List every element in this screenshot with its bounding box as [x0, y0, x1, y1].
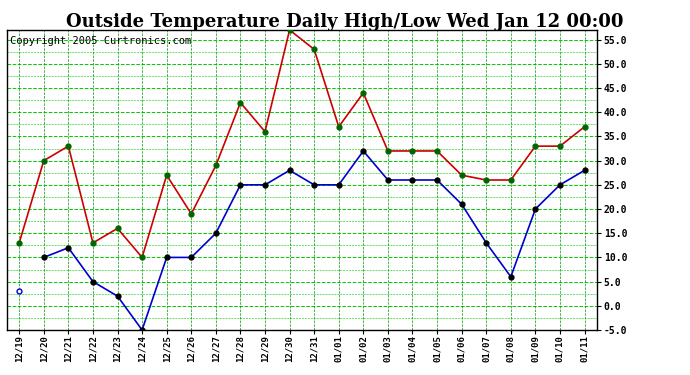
Text: Copyright 2005 Curtronics.com: Copyright 2005 Curtronics.com	[10, 36, 191, 46]
Text: Outside Temperature Daily High/Low Wed Jan 12 00:00: Outside Temperature Daily High/Low Wed J…	[66, 13, 624, 31]
